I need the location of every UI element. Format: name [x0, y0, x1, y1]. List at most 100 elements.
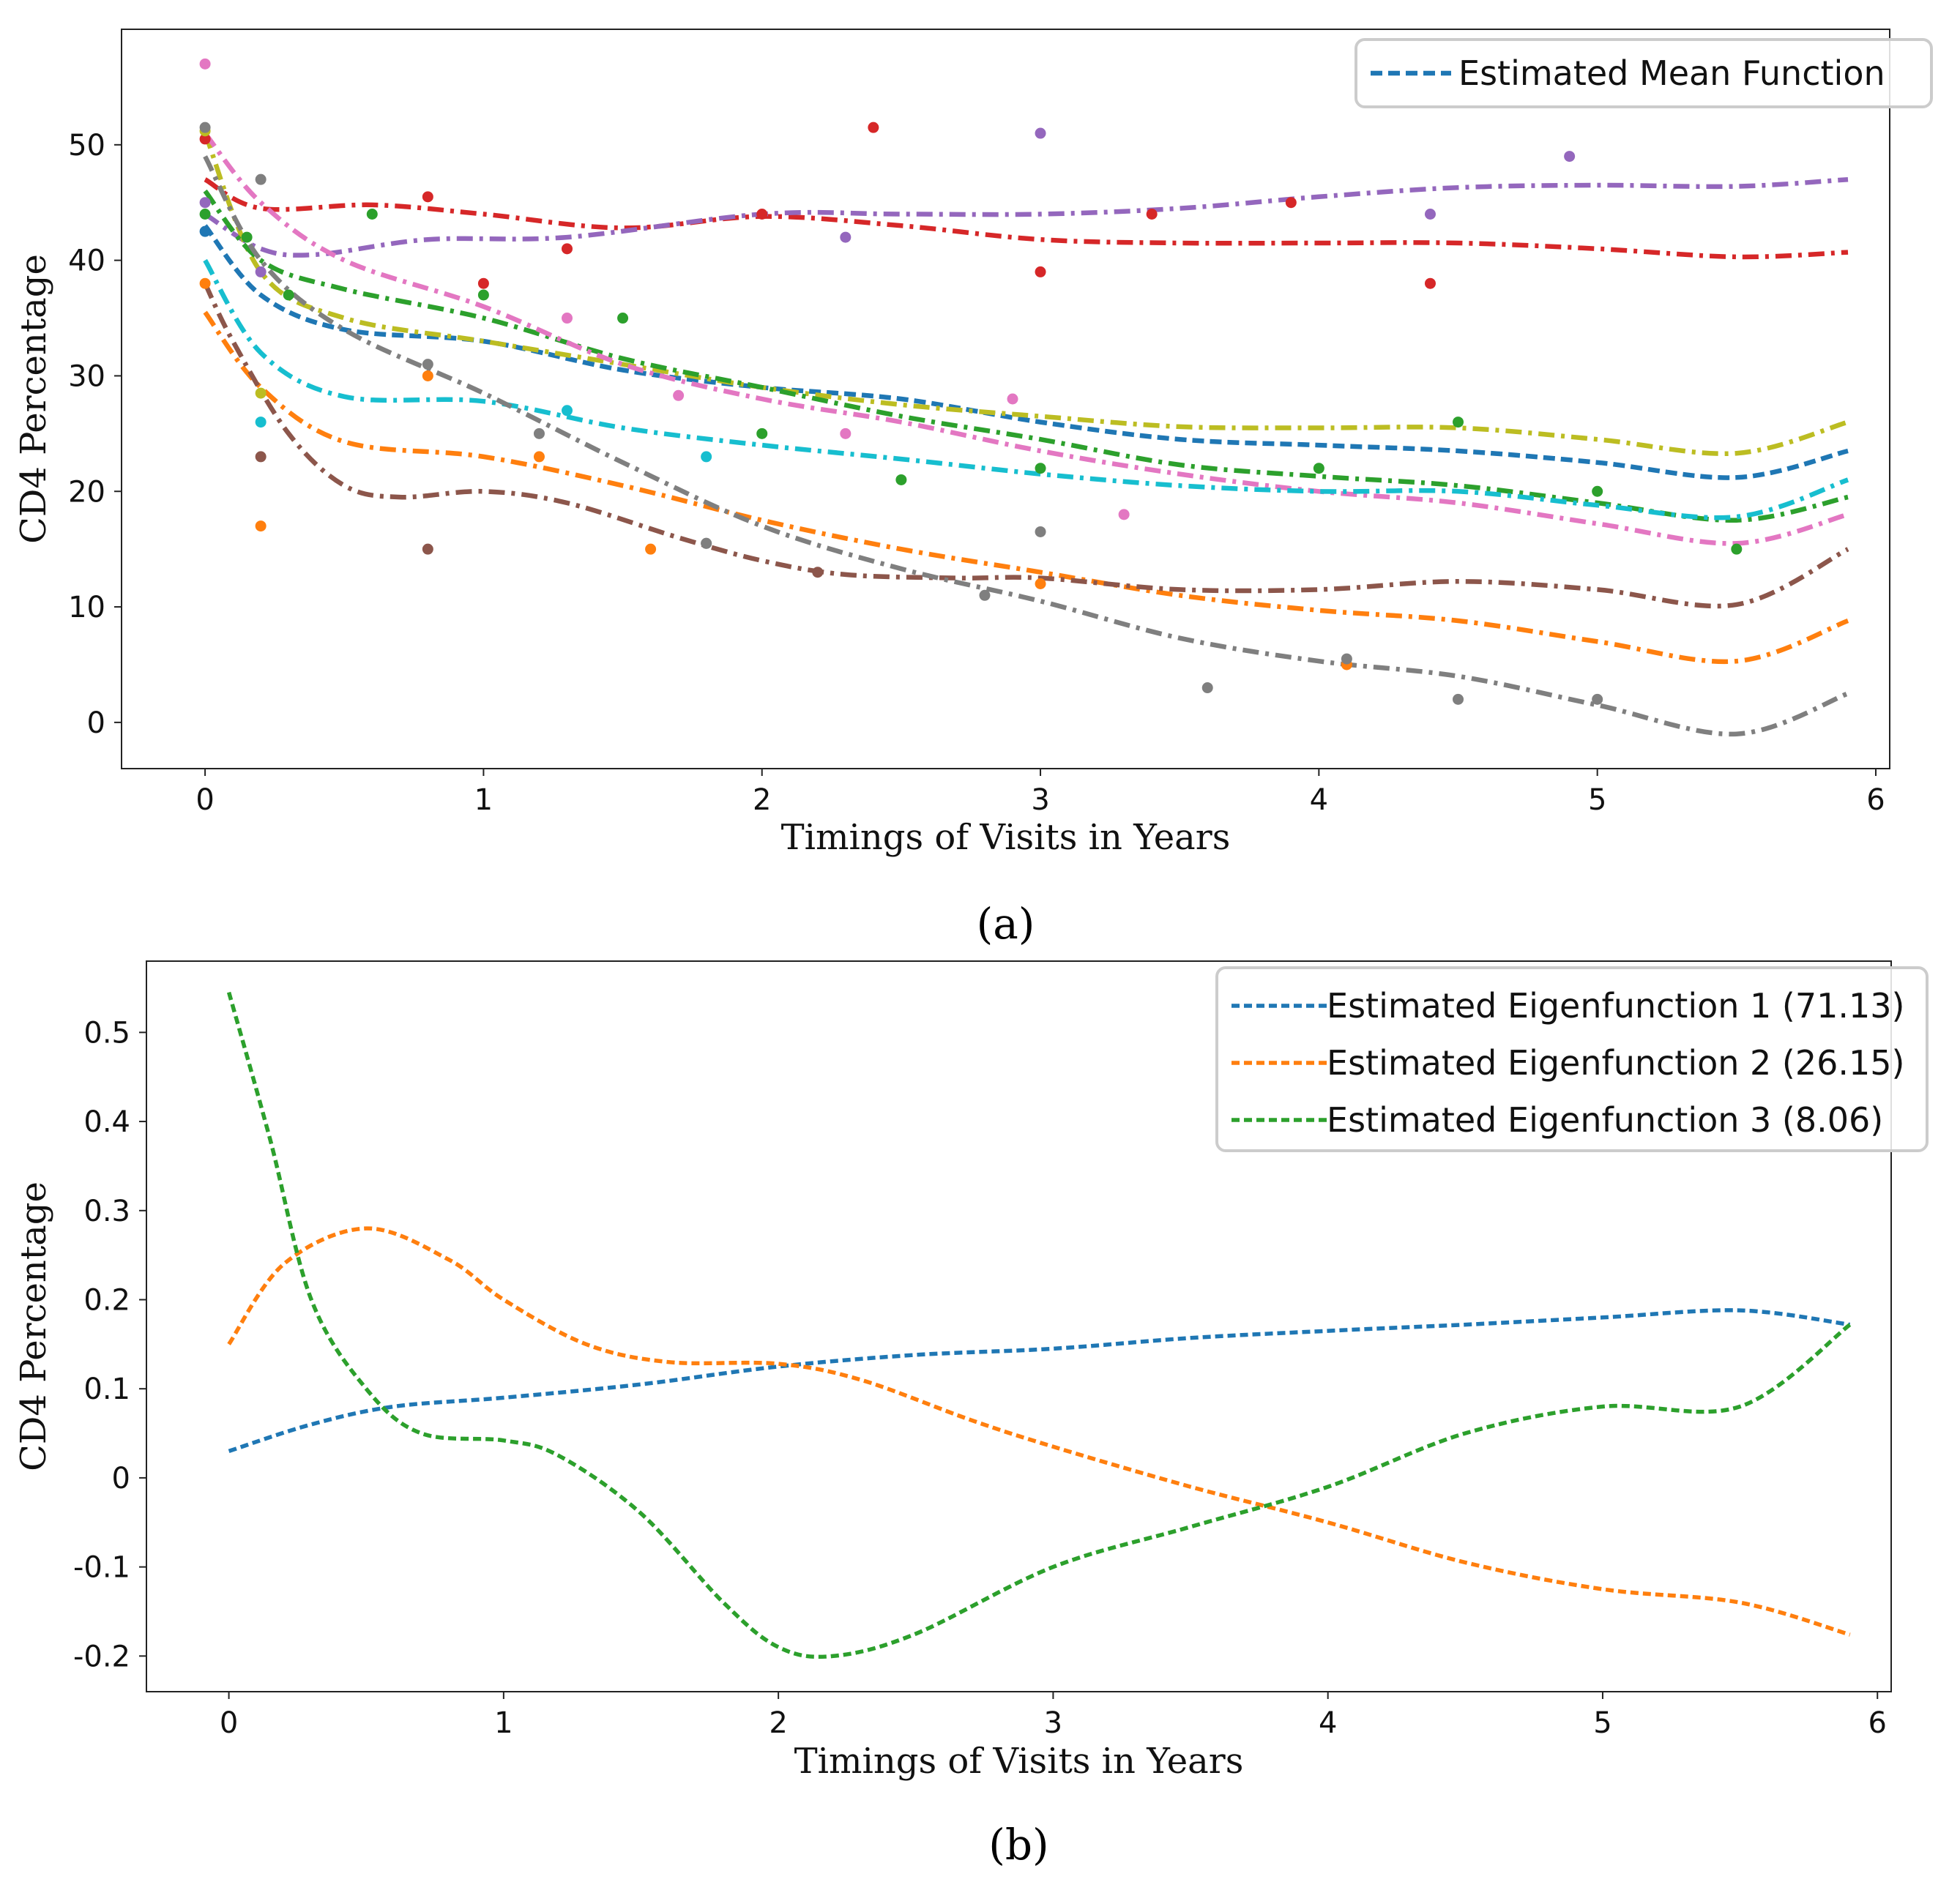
data-point — [701, 537, 712, 549]
data-point — [562, 405, 573, 417]
legend-box — [1355, 38, 1933, 108]
data-point — [366, 209, 378, 220]
panel-b-frame — [146, 960, 1892, 1692]
data-point — [1313, 463, 1324, 474]
data-point — [979, 589, 991, 601]
data-point — [422, 191, 433, 203]
panel-a-frame — [121, 29, 1890, 769]
data-point — [422, 370, 433, 381]
series-line-subject-cyan — [203, 258, 1849, 520]
data-point — [255, 520, 267, 532]
x-tick-label: 6 — [1868, 1706, 1887, 1740]
series-line-subject-green — [203, 189, 1849, 523]
data-point — [255, 173, 267, 185]
data-point — [1035, 578, 1046, 589]
data-point — [562, 313, 573, 324]
data-point — [1731, 543, 1743, 555]
y-tick-label: 20 — [68, 475, 105, 509]
y-tick-label: -0.2 — [73, 1640, 130, 1673]
series-line-subject-pink — [203, 131, 1849, 546]
data-point — [422, 543, 433, 555]
data-point — [1035, 266, 1046, 277]
data-point — [199, 209, 211, 220]
y-tick-label: 0 — [87, 706, 105, 740]
data-point — [1035, 127, 1046, 139]
x-tick-label: 3 — [1044, 1706, 1062, 1740]
panel-b-label: (b) — [988, 1820, 1048, 1870]
panel-a-label: (a) — [977, 899, 1035, 949]
data-point — [868, 122, 879, 133]
x-tick-label: 0 — [220, 1706, 238, 1740]
panel-b-y-ticks: -0.2 -0.1 0 0.1 0.2 0.3 0.4 0.5 — [73, 1016, 146, 1673]
data-point — [422, 359, 433, 370]
data-point — [1035, 463, 1046, 474]
panel-a: 0 1 2 3 4 5 6 0 10 20 30 40 50 Timings of Visits in… — [13, 29, 1933, 949]
panel-a-legend: Estimated Mean Function — [1355, 38, 1933, 108]
series-line-subject-brown — [203, 282, 1849, 609]
series-line-estimated-mean-function — [203, 224, 1849, 480]
data-point — [199, 122, 211, 133]
series-line-estimated-eigenfunction-1-71-13 — [228, 1308, 1851, 1454]
data-point — [673, 389, 685, 401]
data-point — [756, 427, 768, 439]
data-point — [255, 417, 267, 428]
data-point — [199, 277, 211, 289]
series-line-subject-purple — [204, 176, 1849, 258]
y-tick-label: 0.2 — [83, 1283, 130, 1317]
series-line-subject-red — [204, 177, 1849, 260]
data-point — [840, 427, 852, 439]
data-point — [645, 543, 657, 555]
x-tick-label: 4 — [1319, 1706, 1337, 1740]
x-tick-label: 1 — [494, 1706, 513, 1740]
data-point — [199, 225, 211, 237]
series-line-estimated-eigenfunction-2-26-15 — [227, 1226, 1851, 1637]
data-point — [1118, 509, 1130, 520]
data-point — [562, 243, 573, 255]
data-point — [701, 451, 712, 463]
data-point — [477, 289, 489, 301]
y-tick-label: 0.4 — [83, 1105, 130, 1139]
panel-b: 0 1 2 3 4 5 6 -0.2 -0.1 0 0.1 0.2 0.3 0.4 0.5 Timings… — [13, 960, 1929, 1870]
data-point — [1201, 682, 1213, 694]
data-point — [533, 451, 545, 463]
x-tick-label: 2 — [769, 1706, 787, 1740]
data-point — [617, 313, 629, 324]
data-point — [1592, 693, 1603, 705]
legend-entry-label: Estimated Eigenfunction 3 (8.06) — [1327, 1100, 1883, 1140]
data-point — [1146, 209, 1158, 220]
series-line-subject-orange — [203, 310, 1849, 665]
legend-entry-label: Estimated Eigenfunction 1 (71.13) — [1327, 986, 1905, 1026]
data-point — [199, 197, 211, 209]
legend-box — [1215, 966, 1929, 1152]
panel-a-y-ticks: 0 10 20 30 40 50 — [68, 129, 122, 740]
data-point — [477, 277, 489, 289]
panel-a-x-axis-label: Timings of Visits in Years — [781, 817, 1231, 858]
panel-b-x-axis-label: Timings of Visits in Years — [794, 1741, 1244, 1782]
y-tick-label: 40 — [68, 244, 105, 278]
y-tick-label: -0.1 — [73, 1551, 130, 1585]
data-point — [1424, 277, 1436, 289]
data-point — [1341, 653, 1352, 665]
data-point — [840, 231, 852, 243]
x-tick-label: 6 — [1866, 783, 1885, 817]
legend-entry-label: Estimated Eigenfunction 2 (26.15) — [1327, 1043, 1905, 1083]
x-tick-label: 4 — [1310, 783, 1328, 817]
data-point — [1592, 485, 1603, 497]
series-line-estimated-eigenfunction-3-8-06 — [226, 991, 1852, 1659]
series-line-subject-olive — [203, 132, 1849, 456]
data-point — [283, 289, 294, 301]
data-point — [1453, 417, 1464, 428]
panel-a-points — [199, 58, 1743, 705]
y-tick-label: 30 — [68, 359, 105, 393]
panel-a-x-ticks: 0 1 2 3 4 5 6 — [195, 769, 1885, 817]
y-tick-label: 50 — [68, 129, 105, 163]
y-tick-label: 10 — [68, 591, 105, 624]
data-point — [1424, 209, 1436, 220]
series-line-subject-gray — [203, 155, 1849, 737]
data-point — [241, 231, 253, 243]
data-point — [255, 387, 267, 399]
x-tick-label: 1 — [474, 783, 493, 817]
y-tick-label: 0.3 — [83, 1195, 130, 1228]
y-tick-label: 0 — [112, 1462, 130, 1495]
